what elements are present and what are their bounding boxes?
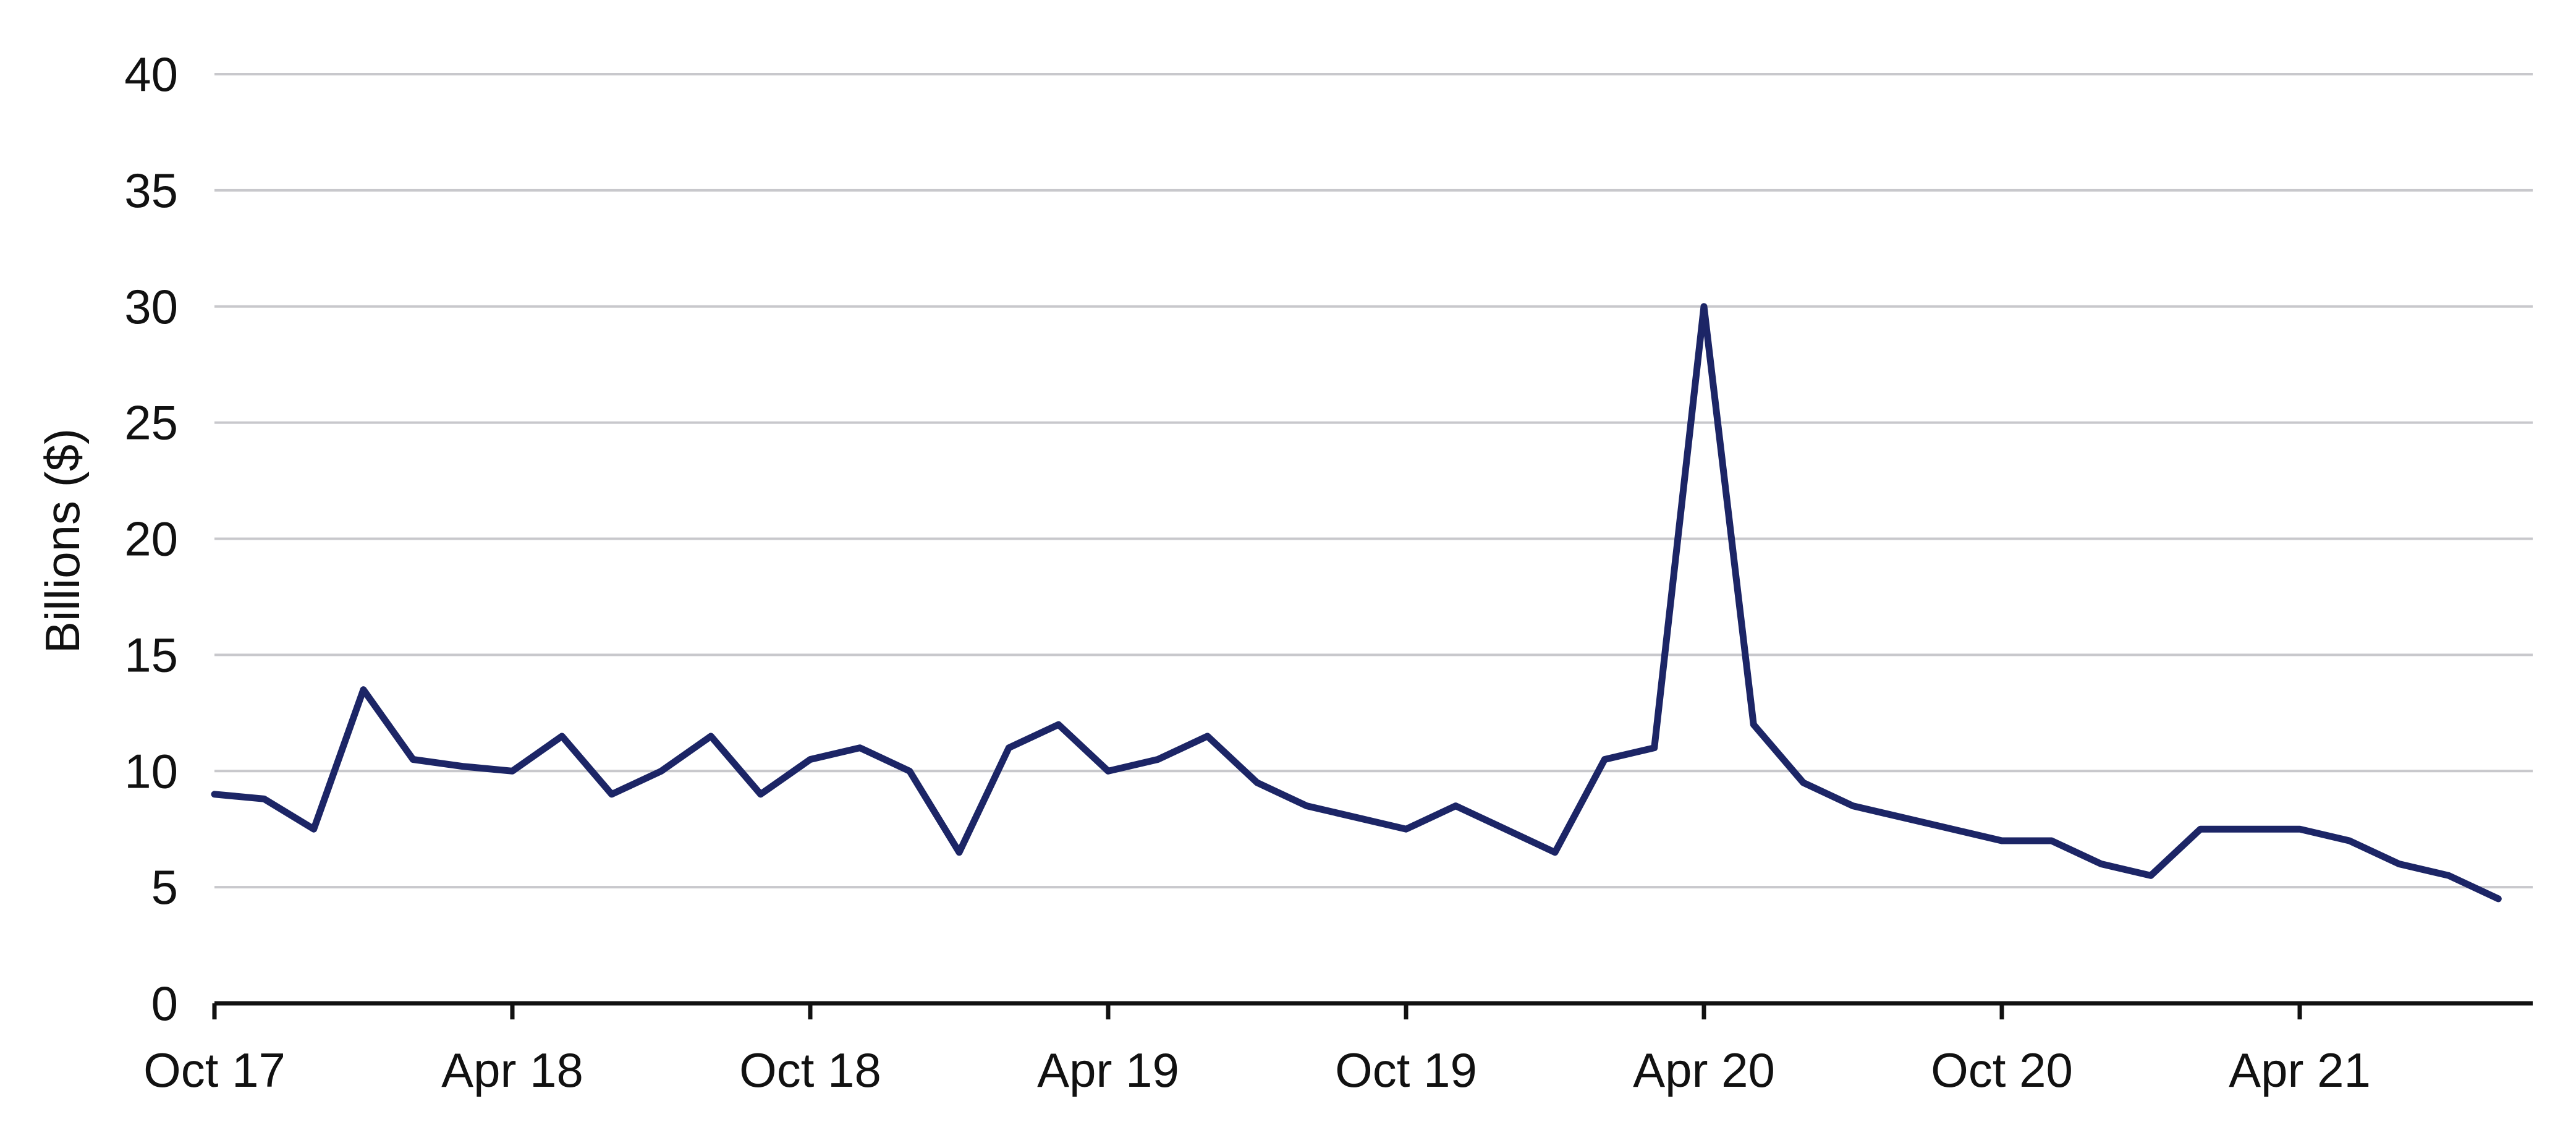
y-tick-label: 30 xyxy=(124,279,178,334)
x-axis: Oct 17 Apr 18 Oct 18 Apr 19 Oct 19 Apr 20 Oct … xyxy=(143,1001,2533,1097)
x-tick-label: Oct 18 xyxy=(739,1043,881,1097)
x-tick-label: Apr 20 xyxy=(1633,1043,1775,1097)
x-tick-label: Oct 20 xyxy=(1931,1043,2073,1097)
y-axis: 0 5 10 15 20 25 30 35 40 xyxy=(124,47,178,1031)
y-tick-label: 15 xyxy=(124,627,178,682)
y-axis-title: Billions ($) xyxy=(35,428,90,653)
series-line xyxy=(211,303,2502,903)
y-tick-label: 20 xyxy=(124,512,178,566)
y-tick-label: 40 xyxy=(124,47,178,101)
y-tick-label: 0 xyxy=(151,976,178,1031)
x-tick-label: Apr 18 xyxy=(441,1043,583,1097)
x-tick-label: Oct 17 xyxy=(143,1043,286,1097)
y-tick-label: 35 xyxy=(124,163,178,218)
y-tick-label: 10 xyxy=(124,744,178,798)
gridlines xyxy=(214,73,2533,889)
y-tick-label: 5 xyxy=(151,860,178,914)
x-tick-label: Oct 19 xyxy=(1335,1043,1477,1097)
y-tick-label: 25 xyxy=(124,396,178,450)
series-group xyxy=(211,303,2502,903)
x-tick-label: Apr 21 xyxy=(2229,1043,2371,1097)
x-tick-label: Apr 19 xyxy=(1037,1043,1179,1097)
